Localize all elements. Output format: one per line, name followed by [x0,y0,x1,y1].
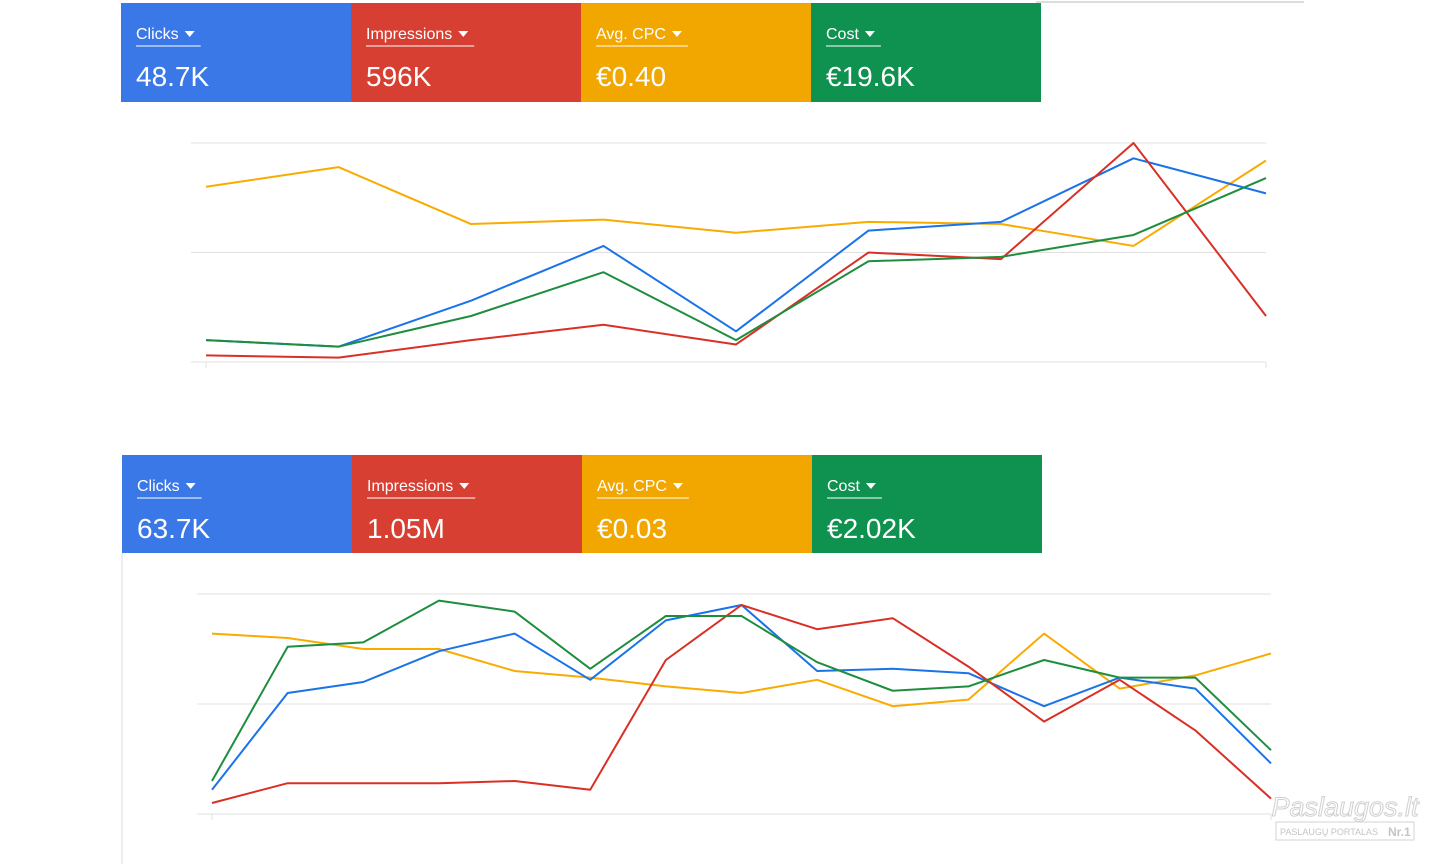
scorecard-bg [351,3,581,102]
scorecard: Clicks 63.7K [122,455,352,553]
series-line [205,142,1267,359]
dropdown-arrow [671,31,682,37]
series-line [205,157,1267,348]
scorecard-label: Clicks [136,26,179,43]
scorecard: Impressions 1.05M [352,455,582,553]
watermark-box [1275,821,1415,841]
watermark-subtitle: PASLAUGŲ PORTALAS [1280,827,1378,837]
scorecard-value: €0.40 [596,61,666,92]
scorecard-bg [581,3,811,102]
series-line [205,159,1267,247]
dropdown-arrow [865,483,876,489]
scorecard-label: Impressions [366,26,452,43]
watermark: Paslaugos.lt PASLAUGŲ PORTALAS Nr.1 [1271,792,1421,841]
scorecard-label: Cost [826,26,859,43]
watermark-badge: Nr.1 [1388,825,1411,839]
scorecard-value: 63.7K [137,513,210,544]
series-line [211,599,1272,782]
scorecard-value: 596K [366,61,432,92]
scorecard-label: Avg. CPC [597,478,667,495]
scorecard: Clicks 48.7K [121,3,351,102]
scorecard-value: €19.6K [826,61,915,92]
scorecard-label: Avg. CPC [596,26,666,43]
dropdown-arrow [864,31,875,37]
scorecard-label: Cost [827,478,860,495]
scorecard: Cost €19.6K [811,3,1041,102]
dropdown-arrow [184,31,195,37]
scorecard-value: €0.03 [597,513,667,544]
scorecard: Impressions 596K [351,3,581,102]
series-line [211,604,1272,804]
scorecard-bg [121,3,351,102]
scorecard: Avg. CPC €0.40 [581,3,811,102]
scorecard-label: Impressions [367,478,453,495]
watermark-title: Paslaugos.lt [1271,792,1420,822]
scorecard-value: €2.02K [827,513,916,544]
scorecard-bg [582,455,812,553]
scorecard-value: 48.7K [136,61,209,92]
series-line [211,604,1272,791]
dropdown-arrow [458,31,469,37]
dropdown-arrow [672,483,683,489]
scorecard-bg [352,455,582,553]
scorecard-value: 1.05M [367,513,445,544]
scorecard-bg [812,455,1042,553]
series-line [211,632,1272,708]
dropdown-arrow [459,483,470,489]
scorecard: Avg. CPC €0.03 [582,455,812,553]
scorecard-bg [122,455,352,553]
series-line [205,177,1267,348]
scorecard: Cost €2.02K [812,455,1042,553]
dropdown-arrow [185,483,196,489]
scorecard-bg [811,3,1041,102]
scorecard-label: Clicks [137,478,180,495]
